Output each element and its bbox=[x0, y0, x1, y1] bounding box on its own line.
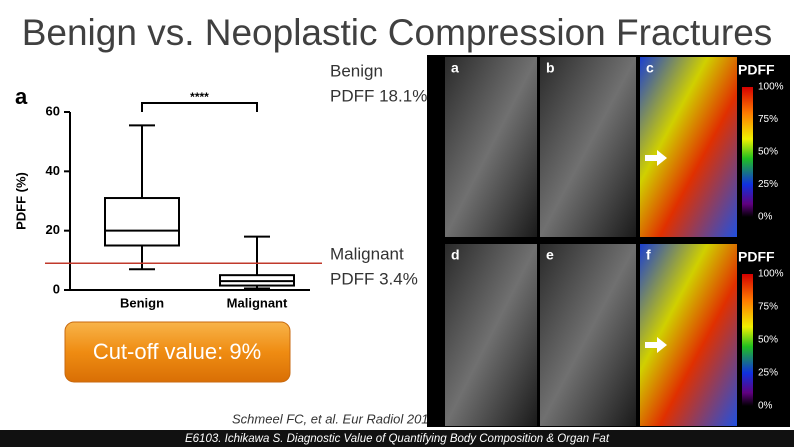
colorbar-label: 50% bbox=[758, 335, 778, 346]
colorbar-title: PDFF bbox=[738, 62, 775, 78]
mri-panel bbox=[640, 57, 737, 237]
y-tick-label: 0 bbox=[53, 281, 60, 296]
mri-panel-label: d bbox=[451, 247, 460, 263]
footer-bar bbox=[0, 430, 794, 447]
arrow-icon bbox=[645, 150, 667, 166]
malignant-label: Malignant bbox=[330, 244, 404, 263]
colorbar-label: 100% bbox=[758, 269, 784, 280]
benign-label: Benign bbox=[330, 61, 383, 80]
mri-panel bbox=[540, 57, 636, 237]
benign-value: PDFF 18.1% bbox=[330, 86, 427, 105]
arrow-icon bbox=[645, 337, 667, 353]
mri-panel-label: c bbox=[646, 60, 654, 76]
box-plot: a PDFF (%) 0 20 40 60 Benign Malignant **** bbox=[13, 84, 322, 310]
mri-panel-label: f bbox=[646, 247, 651, 263]
significance-label: **** bbox=[190, 90, 209, 104]
cutoff-text: Cut-off value: 9% bbox=[93, 339, 261, 364]
y-axis-label: PDFF (%) bbox=[13, 172, 28, 230]
colorbar-label: 75% bbox=[758, 114, 778, 125]
slide-title: Benign vs. Neoplastic Compression Fractu… bbox=[22, 12, 773, 53]
mri-panel-label: a bbox=[451, 60, 459, 76]
mri-panel bbox=[445, 244, 537, 426]
colorbar-label: 25% bbox=[758, 368, 778, 379]
y-tick-label: 40 bbox=[46, 163, 60, 178]
colorbar-label: 0% bbox=[758, 212, 773, 223]
mri-panel-label: e bbox=[546, 247, 554, 263]
colorbar-label: 50% bbox=[758, 147, 778, 158]
colorbar-label: 25% bbox=[758, 179, 778, 190]
cutoff-button bbox=[64, 321, 291, 383]
colorbar bbox=[742, 274, 753, 406]
y-tick-label: 60 bbox=[46, 103, 60, 118]
box bbox=[104, 197, 180, 247]
colorbar-label: 100% bbox=[758, 82, 784, 93]
footer: E6103. Ichikawa S. Diagnostic Value of Q… bbox=[185, 433, 610, 445]
significance-bracket bbox=[141, 102, 258, 112]
mri-panel bbox=[640, 244, 737, 426]
colorbar-label: 0% bbox=[758, 401, 773, 412]
malignant-value: PDFF 3.4% bbox=[330, 269, 418, 288]
x-tick-label: Malignant bbox=[227, 295, 288, 310]
y-tick-label: 20 bbox=[46, 222, 60, 237]
colorbar bbox=[742, 87, 753, 217]
mri-panel bbox=[540, 244, 636, 426]
mri-panel-label: b bbox=[546, 60, 555, 76]
mri-panel bbox=[445, 57, 537, 237]
panel-label: a bbox=[15, 84, 28, 109]
x-tick-label: Benign bbox=[120, 295, 164, 310]
colorbar-label: 75% bbox=[758, 302, 778, 313]
mri-figure: a b c d e f PDFF 100% 75% 50% 25% 0% PDFF 100% 75% 50% 2… bbox=[427, 55, 790, 427]
colorbar-title: PDFF bbox=[738, 249, 775, 265]
